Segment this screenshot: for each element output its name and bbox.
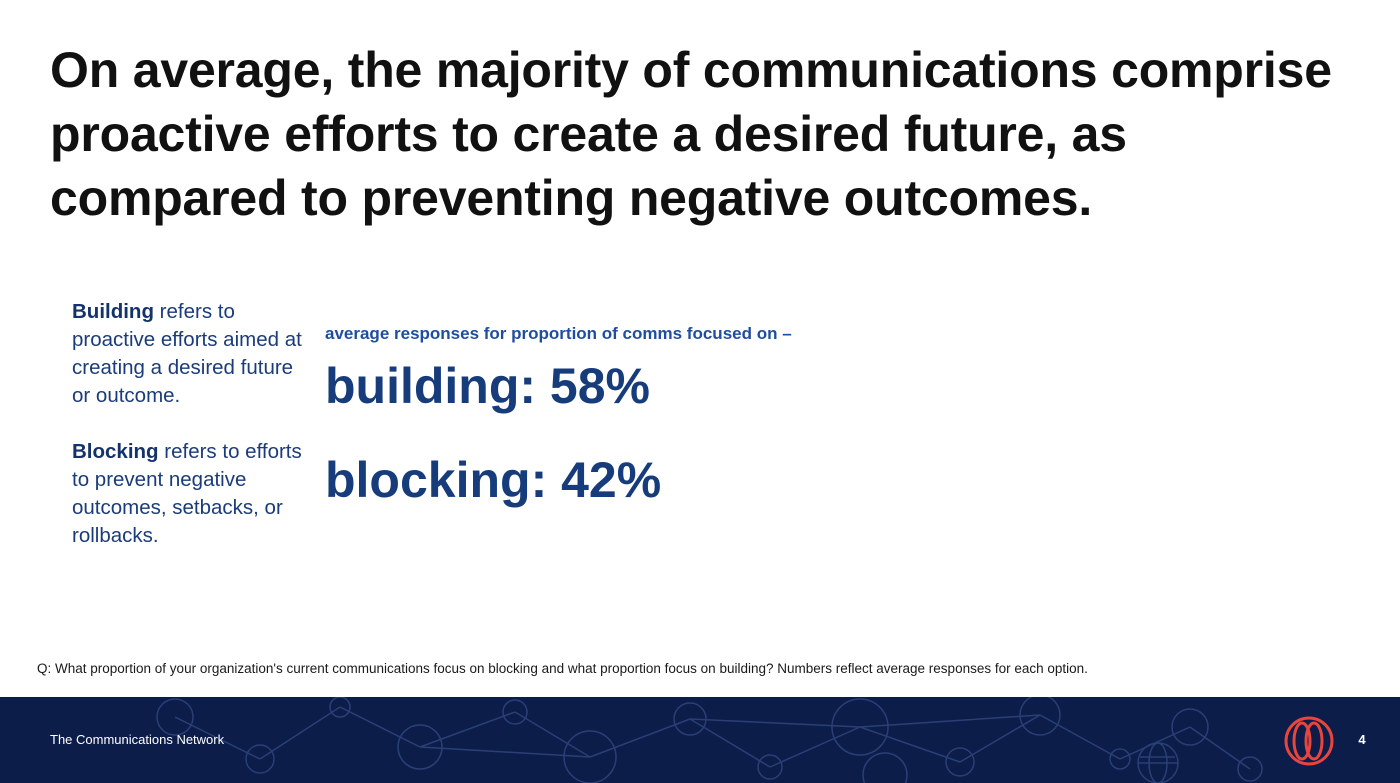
building-definition: Building refers to proactive efforts aim… bbox=[72, 298, 312, 410]
building-stat: building: 58% bbox=[325, 358, 650, 414]
definitions: Building refers to proactive efforts aim… bbox=[72, 298, 312, 550]
blocking-term: Blocking bbox=[72, 440, 159, 463]
building-term: Building bbox=[72, 300, 154, 323]
blocking-stat: blocking: 42% bbox=[325, 452, 662, 508]
footer: The Communications Network 4 bbox=[0, 697, 1400, 783]
organization-name: The Communications Network bbox=[50, 732, 225, 747]
page-number: 4 bbox=[1358, 732, 1366, 747]
slide-title: On average, the majority of communicatio… bbox=[50, 42, 1332, 226]
network-pattern-icon bbox=[156, 697, 1263, 783]
stats-label: average responses for proportion of comm… bbox=[325, 324, 792, 343]
survey-question: Q: What proportion of your organization'… bbox=[37, 661, 1088, 676]
blocking-definition-text: refers to efforts to prevent negative ou… bbox=[72, 440, 302, 547]
building-definition-text: refers to proactive efforts aimed at cre… bbox=[72, 300, 302, 407]
stats-panel: average responses for proportion of comm… bbox=[325, 322, 1025, 509]
blocking-definition: Blocking refers to efforts to prevent ne… bbox=[72, 438, 312, 550]
circles-logo-icon bbox=[1284, 716, 1334, 766]
